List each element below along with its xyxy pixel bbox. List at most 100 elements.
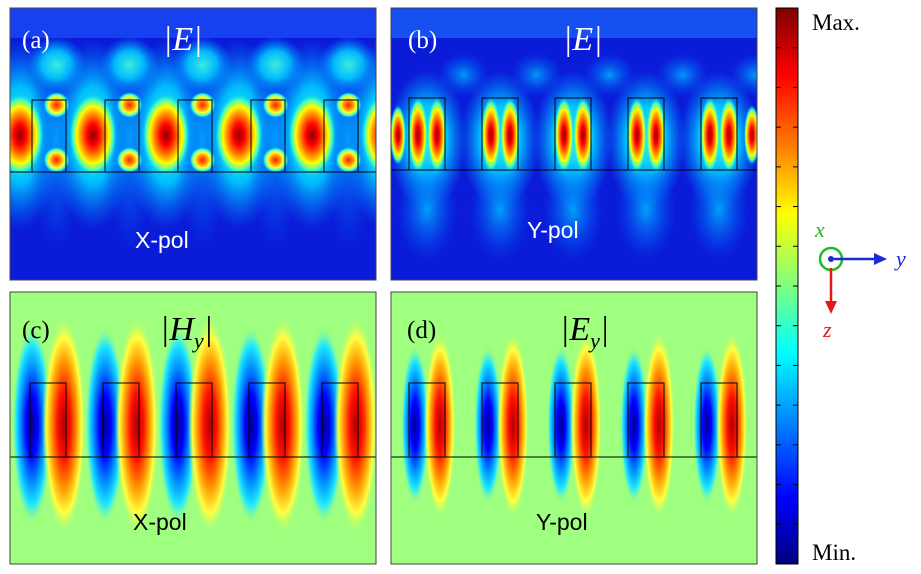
panel-c-polarization: X-pol <box>133 509 187 535</box>
small-hotspot <box>189 147 216 173</box>
lower-field-column <box>543 160 603 260</box>
small-hotspot <box>335 92 362 118</box>
panel-a-polarization: X-pol <box>135 227 189 253</box>
colorbar-max-label: Max. <box>812 10 860 35</box>
edge-hotspot <box>744 105 757 165</box>
colorbar: Max. Min. <box>775 7 860 565</box>
panel-d-title-main: |E <box>560 311 590 348</box>
z-axis-arrow-head-icon <box>825 301 837 314</box>
panel-c <box>10 292 376 564</box>
y-axis-arrow-head-icon <box>874 253 887 265</box>
panel-a <box>0 8 376 280</box>
field-hotspot <box>408 97 428 173</box>
small-hotspot <box>262 92 289 118</box>
coordinate-axes: x y z <box>814 217 906 342</box>
panel-c-title: |Hy| <box>160 311 213 353</box>
panel-b-frame <box>390 7 758 281</box>
negative-field-lobe <box>401 345 429 505</box>
positive-field-lobe <box>261 315 305 535</box>
small-hotspot <box>262 147 289 173</box>
small-hotspot <box>116 147 143 173</box>
field-hotspot <box>427 97 447 173</box>
panel-a-tag: (a) <box>22 27 50 54</box>
edge-hotspot <box>391 105 406 165</box>
negative-field-lobe <box>231 325 271 525</box>
small-hotspot <box>43 147 70 173</box>
panel-a-frame <box>9 7 377 281</box>
negative-field-lobe <box>304 325 344 525</box>
panel-d-title: |Ey| <box>560 311 609 353</box>
negative-field-lobe <box>620 345 648 505</box>
field-hotspot <box>215 93 263 177</box>
panel-d <box>391 292 757 564</box>
positive-field-lobe <box>570 330 602 520</box>
panel-a-top-band <box>10 8 376 38</box>
lower-field-column <box>616 160 676 260</box>
upper-lobe <box>729 53 757 97</box>
positive-field-lobe <box>42 315 86 535</box>
positive-field-lobe <box>497 330 529 520</box>
panel-d-tag: (d) <box>407 317 436 344</box>
lower-field-column <box>397 160 457 260</box>
negative-field-lobe <box>158 325 198 525</box>
field-hotspot <box>719 97 739 173</box>
lower-field-column <box>470 160 530 260</box>
panel-d-title-subscript: y <box>588 328 600 353</box>
field-hotspot <box>481 97 501 173</box>
panel-c-tag: (c) <box>22 317 50 344</box>
field-hotspot <box>500 97 520 173</box>
small-hotspot <box>43 92 70 118</box>
positive-field-lobe <box>115 315 159 535</box>
negative-field-lobe <box>547 345 575 505</box>
upper-lobe <box>803 53 855 97</box>
negative-field-lobe <box>85 325 125 525</box>
field-hotspot <box>700 97 720 173</box>
panel-c-title-subscript: y <box>192 328 204 353</box>
field-hotspot <box>142 93 190 177</box>
field-hotspot <box>554 97 574 173</box>
panel-d-title-end: | <box>600 311 609 348</box>
colorbar-ticks <box>776 47 798 525</box>
panel-c-frame <box>9 291 377 565</box>
positive-field-lobe <box>334 315 376 535</box>
small-hotspot <box>189 92 216 118</box>
panel-c-field-lobes <box>12 315 376 535</box>
lower-field-column <box>689 160 749 260</box>
cyan-field-column <box>343 42 376 228</box>
small-hotspot <box>335 147 362 173</box>
z-axis-label: z <box>822 317 832 342</box>
positive-field-lobe <box>643 330 675 520</box>
panel-b-polarization: Y-pol <box>527 217 579 243</box>
negative-field-lobe <box>12 325 52 525</box>
panel-d-frame <box>390 291 758 565</box>
field-hotspot <box>69 93 117 177</box>
blue-field-column <box>0 30 10 250</box>
panel-b-tag: (b) <box>408 27 437 54</box>
field-hotspot <box>361 96 376 174</box>
x-axis-label: x <box>814 217 825 242</box>
panel-a-title: |E| <box>163 21 202 58</box>
panel-b-title: |E| <box>563 21 602 58</box>
field-hotspot <box>573 97 593 173</box>
panel-c-title-main: |H <box>160 311 196 348</box>
panel-b-hotspots <box>391 97 757 173</box>
x-axis-dot-icon <box>828 256 834 262</box>
panel-c-title-end: | <box>204 311 213 348</box>
field-hotspot <box>627 97 647 173</box>
field-hotspot <box>646 97 666 173</box>
positive-field-lobe <box>424 330 456 520</box>
panel-b <box>391 8 855 280</box>
y-axis-label: y <box>894 246 906 271</box>
positive-field-lobe <box>188 315 232 535</box>
colorbar-min-label: Min. <box>812 540 856 565</box>
field-hotspot <box>10 93 44 177</box>
panel-b-top-band <box>391 8 757 38</box>
positive-field-lobe <box>716 330 748 520</box>
panel-d-field-lobes <box>401 330 748 520</box>
panel-d-polarization: Y-pol <box>536 509 588 535</box>
negative-field-lobe <box>693 345 721 505</box>
small-hotspot <box>116 92 143 118</box>
negative-field-lobe <box>474 345 502 505</box>
field-hotspot <box>288 93 336 177</box>
